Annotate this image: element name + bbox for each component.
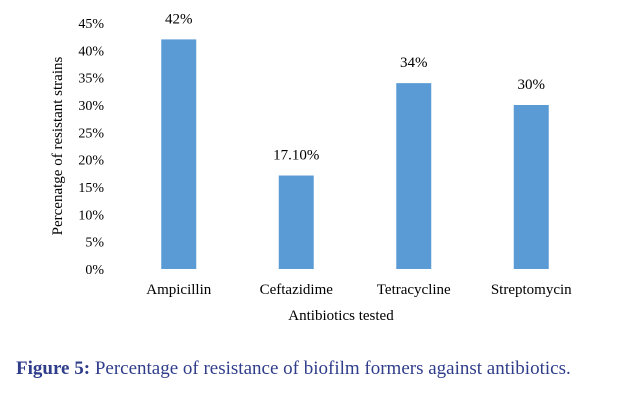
figure-caption: Figure 5: Percentage of resistance of bi… <box>16 356 608 381</box>
caption-text: Percentage of resistance of biofilm form… <box>94 358 571 379</box>
y-axis-ticks: 0% 5% 10% 15% 20% 25% 30% 35% 40% 45% <box>78 17 104 278</box>
bar-chart: 0% 5% 10% 15% 20% 25% 30% 35% 40% 45% 42% 17.10% 34… <box>50 11 572 324</box>
category-label: Ceftazidime <box>260 282 334 298</box>
bar <box>513 105 549 269</box>
data-label: 34% <box>400 55 428 71</box>
data-label: 17.10% <box>273 148 319 164</box>
figure-label: Figure 5: <box>16 358 91 379</box>
y-tick-label: 0% <box>85 263 104 278</box>
bars <box>161 39 549 270</box>
x-axis-title: Antibiotics tested <box>288 308 394 324</box>
y-axis-title: Percenatge of resistant strains <box>50 57 66 236</box>
y-tick-label: 30% <box>78 99 104 114</box>
category-label: Ampicillin <box>146 282 211 298</box>
category-label: Streptomycin <box>491 282 572 298</box>
category-label: Tetracycline <box>377 282 451 298</box>
bar <box>396 83 432 269</box>
y-tick-label: 25% <box>78 126 104 141</box>
y-tick-label: 15% <box>78 181 104 196</box>
y-tick-label: 5% <box>85 236 104 251</box>
y-tick-label: 20% <box>78 154 104 169</box>
data-label: 30% <box>518 77 546 93</box>
category-labels: Ampicillin Ceftazidime Tetracycline Strepto… <box>146 282 572 298</box>
y-tick-label: 10% <box>78 208 104 223</box>
y-tick-label: 40% <box>78 44 104 59</box>
bar <box>161 39 197 270</box>
data-labels: 42% 17.10% 34% 30% <box>165 11 545 163</box>
bar <box>278 175 314 269</box>
data-label: 42% <box>165 11 193 27</box>
y-tick-label: 45% <box>78 17 104 32</box>
y-tick-label: 35% <box>78 72 104 87</box>
